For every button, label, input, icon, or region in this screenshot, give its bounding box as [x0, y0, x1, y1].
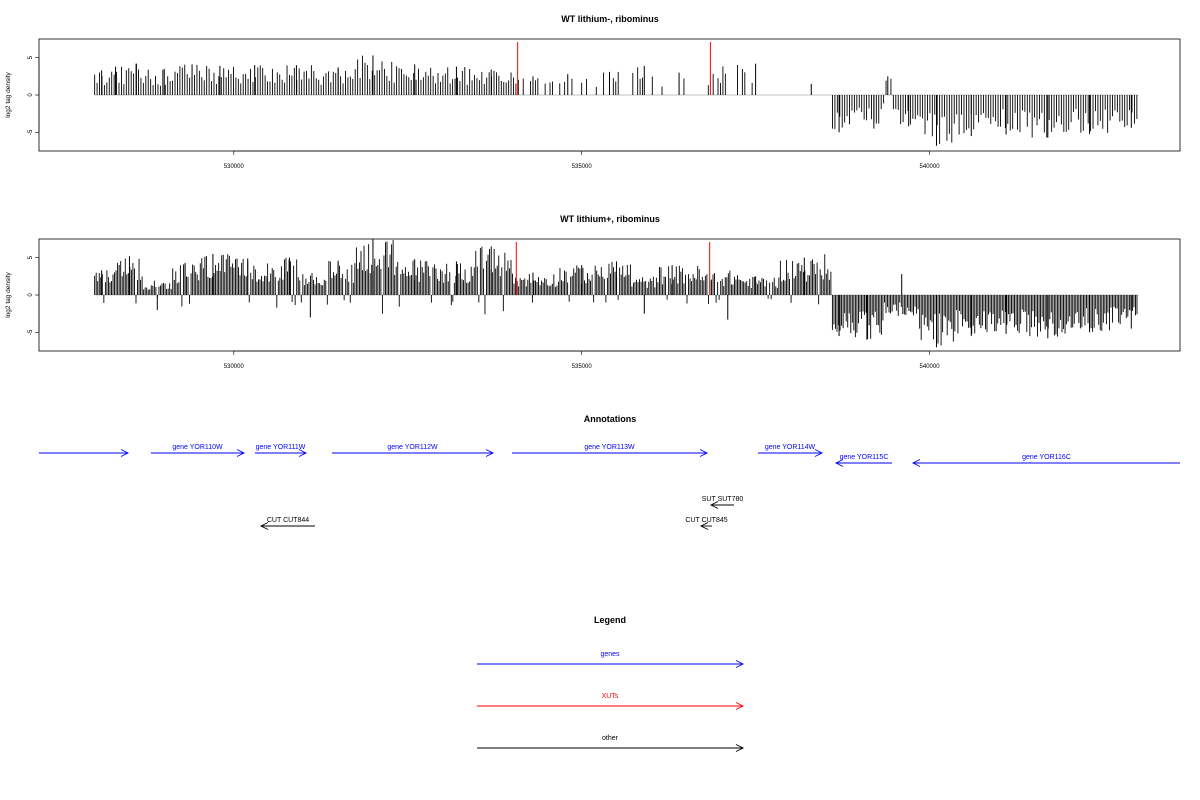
y-tick-label: 0 [28, 93, 34, 97]
annotation-label: gene YOR116C [1022, 454, 1071, 461]
x-tick-label: 540000 [920, 364, 941, 370]
legend-label: genes [600, 651, 620, 658]
x-tick-label: 530000 [224, 364, 245, 370]
x-tick-label: 535000 [572, 164, 593, 170]
annotations-track: Annotations gene YOR110W gene YOR111W gene… [39, 414, 1180, 530]
signal-bars [94, 55, 1139, 146]
annotation-label: gene YOR112W [387, 444, 438, 451]
track-panel-lithium-minus: WT lithium-, ribominus log2 tag density … [5, 14, 1181, 170]
legend-label: XUTs [602, 693, 619, 700]
annotation-label: gene YOR113W [584, 444, 635, 451]
gene-arrow [758, 449, 824, 457]
annotation-label: gene YOR115C [840, 454, 889, 461]
annotation-label: gene YOR111W [256, 444, 306, 451]
y-axis-label: log2 tag density [5, 271, 12, 317]
signal-bars [94, 239, 1139, 348]
legend: Legend genes XUTs other [477, 615, 745, 752]
annotation-label: gene YOR114W [765, 444, 816, 451]
y-axis: -5 0 5 [28, 55, 40, 135]
gene-arrow [255, 449, 308, 457]
legend-arrow [477, 660, 745, 668]
legend-title: Legend [594, 615, 626, 625]
gene-arrow [834, 459, 892, 467]
annotation-label: SUT SUT780 [702, 496, 744, 503]
feature-arrow [699, 522, 712, 530]
y-tick-label: 5 [28, 55, 34, 59]
xut-markers [517, 42, 711, 95]
x-axis: 530000 535000 540000 [224, 350, 941, 370]
y-tick-label: 0 [28, 293, 34, 297]
panel-title: WT lithium-, ribominus [561, 14, 659, 24]
x-tick-label: 530000 [224, 164, 245, 170]
annotation-label: gene YOR110W [172, 444, 223, 451]
x-tick-label: 540000 [920, 164, 941, 170]
legend-arrow [477, 702, 745, 710]
feature-arrow [709, 501, 734, 509]
legend-arrow [477, 744, 745, 752]
panel-title: WT lithium+, ribominus [560, 214, 660, 224]
y-tick-label: -5 [28, 329, 34, 335]
gene-arrow [39, 449, 130, 457]
y-axis-label: log2 tag density [5, 71, 12, 117]
y-tick-label: -5 [28, 129, 34, 135]
x-axis: 530000 535000 540000 [224, 150, 941, 170]
y-tick-label: 5 [28, 255, 34, 259]
xut-markers [515, 242, 711, 295]
track-panel-lithium-plus: WT lithium+, ribominus log2 tag density … [5, 214, 1181, 370]
x-tick-label: 535000 [572, 364, 593, 370]
annotations-title: Annotations [584, 414, 637, 424]
y-axis: -5 0 5 [28, 255, 40, 335]
legend-label: other [602, 735, 619, 742]
feature-arrow [259, 522, 315, 530]
gene-arrow [151, 449, 246, 457]
annotation-label: CUT CUT844 [267, 517, 309, 524]
gene-arrow [512, 449, 709, 457]
gene-arrow [332, 449, 495, 457]
annotation-label: CUT CUT845 [685, 517, 727, 524]
gene-arrow [911, 459, 1180, 467]
